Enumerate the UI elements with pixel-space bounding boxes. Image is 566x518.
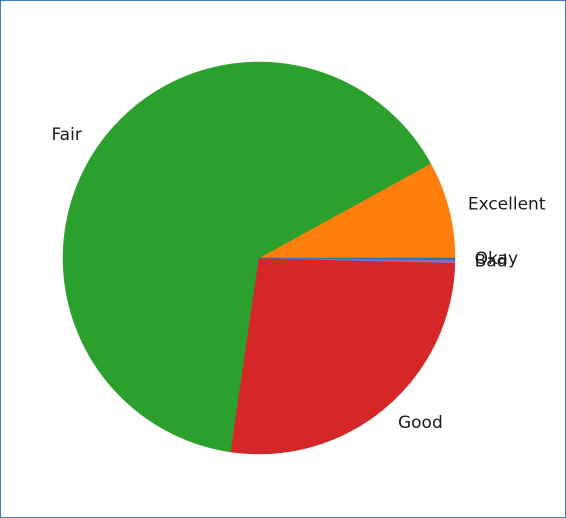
pie-label-okay: Okay	[475, 249, 518, 269]
pie-label-bad: Bad	[475, 252, 508, 272]
pie-label-good: Good	[398, 413, 443, 433]
pie-slice-okay	[258, 257, 456, 261]
pie-label-fair: Fair	[51, 125, 81, 145]
pie-slice-excellent	[258, 163, 456, 259]
pie-slice-good	[230, 257, 456, 455]
pie-slices	[62, 61, 456, 455]
pie-label-excellent: Excellent	[468, 194, 546, 214]
pie-slice-fair	[62, 61, 432, 453]
